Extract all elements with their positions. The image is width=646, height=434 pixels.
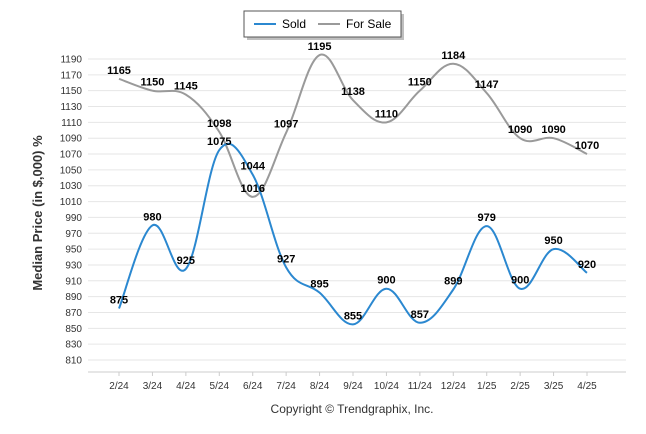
- y-tick-label: 850: [65, 324, 82, 335]
- data-label-for-sale: 1145: [174, 81, 198, 93]
- series-line-sold: [118, 142, 588, 326]
- x-tick-label: 2/25: [510, 381, 530, 392]
- data-label-for-sale: 1147: [475, 79, 499, 91]
- data-label-for-sale: 1070: [575, 140, 599, 152]
- data-label-sold: 925: [177, 255, 195, 267]
- data-label-sold: 900: [377, 275, 395, 287]
- data-label-for-sale: 1110: [375, 108, 398, 120]
- data-label-for-sale: 1150: [140, 77, 164, 89]
- y-tick-label: 1030: [60, 181, 83, 192]
- y-tick-label: 1130: [60, 102, 82, 113]
- y-axis-label: Median Price (in $,000) %: [30, 135, 45, 291]
- x-tick-label: 2/24: [109, 381, 129, 392]
- y-tick-label: 1190: [60, 55, 82, 66]
- data-label-for-sale: 1090: [541, 124, 565, 136]
- y-tick-label: 930: [65, 260, 82, 271]
- data-label-for-sale: 1150: [408, 77, 432, 89]
- data-label-sold: 900: [511, 275, 529, 287]
- x-tick-label: 11/24: [408, 381, 433, 392]
- x-tick-label: 1/25: [477, 381, 497, 392]
- y-tick-label: 1150: [60, 86, 82, 97]
- x-tick-label: 9/24: [343, 381, 363, 392]
- x-tick-label: 5/24: [210, 381, 230, 392]
- y-tick-label: 1090: [60, 134, 83, 145]
- data-label-for-sale: 1165: [107, 65, 131, 77]
- data-label-sold: 855: [344, 310, 362, 322]
- y-tick-label: 990: [65, 213, 82, 224]
- y-tick-label: 950: [65, 245, 82, 256]
- y-tick-label: 910: [65, 276, 82, 287]
- x-tick-label: 8/24: [310, 381, 330, 392]
- y-tick-label: 810: [65, 356, 82, 367]
- x-tick-label: 4/25: [577, 381, 597, 392]
- data-label-for-sale: 1090: [508, 124, 532, 136]
- x-tick-label: 3/24: [143, 381, 163, 392]
- data-label-for-sale: 1098: [207, 118, 231, 130]
- series-line-for-sale: [118, 53, 588, 198]
- x-axis-ticks: 2/24 3/24 4/24 5/24 6/24 7/24 8/24 9/24 10/24 11/…: [109, 372, 597, 392]
- y-tick-label: 830: [65, 340, 82, 351]
- data-label-for-sale: 1195: [308, 41, 332, 53]
- grid: [88, 58, 626, 373]
- x-tick-label: 3/25: [544, 381, 564, 392]
- y-tick-label: 1070: [60, 150, 83, 161]
- y-tick-label: 1050: [60, 165, 83, 176]
- y-tick-label: 1170: [60, 70, 82, 81]
- y-tick-label: 890: [65, 292, 82, 303]
- legend-label-for-sale: For Sale: [346, 17, 392, 31]
- y-tick-label: 870: [65, 308, 82, 319]
- data-label-sold: 980: [143, 211, 161, 223]
- data-label-for-sale: 1016: [240, 183, 264, 195]
- y-tick-label: 1010: [60, 197, 83, 208]
- copyright-text: Copyright © Trendgraphix, Inc.: [271, 402, 434, 416]
- data-label-sold: 1044: [240, 161, 265, 173]
- x-tick-label: 6/24: [243, 381, 263, 392]
- data-label-sold: 950: [544, 235, 562, 247]
- data-label-for-sale: 1184: [441, 50, 466, 62]
- y-axis-ticks: 810 830 850 870 890 910 930 950 970 990 1010 1030 10…: [60, 55, 83, 367]
- y-tick-label: 970: [65, 229, 82, 240]
- x-tick-label: 4/24: [176, 381, 196, 392]
- y-tick-label: 1110: [61, 118, 82, 129]
- data-labels: 875 980 925 1075 1044 927 895 855 900 857 899 979 90…: [107, 41, 599, 322]
- data-label-sold: 1075: [207, 136, 231, 148]
- data-label-sold: 895: [310, 279, 328, 291]
- legend: Sold For Sale: [243, 10, 404, 40]
- data-label-sold: 857: [411, 309, 429, 321]
- series-lines: [118, 53, 588, 326]
- data-label-for-sale: 1097: [274, 119, 298, 131]
- x-tick-label: 12/24: [441, 381, 466, 392]
- data-label-sold: 920: [578, 259, 596, 271]
- x-tick-label: 10/24: [374, 381, 399, 392]
- data-label-sold: 875: [110, 295, 128, 307]
- data-label-sold: 927: [277, 253, 295, 265]
- data-label-for-sale: 1138: [341, 86, 365, 98]
- data-label-sold: 979: [478, 212, 496, 224]
- data-label-sold: 899: [444, 276, 462, 288]
- legend-box: [243, 10, 402, 38]
- x-tick-label: 7/24: [276, 381, 296, 392]
- legend-label-sold: Sold: [282, 17, 306, 31]
